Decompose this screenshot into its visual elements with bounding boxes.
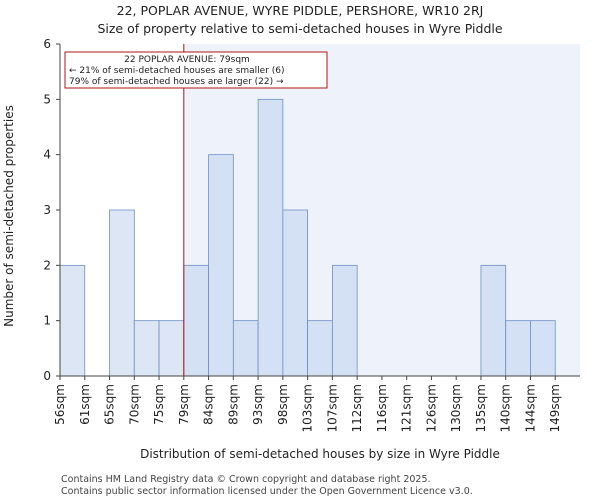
annotation-line-3: 79% of semi-detached houses are larger (… [69,77,284,87]
bar-107sqm [331,264,358,377]
x-tick-label-70sqm: 70sqm [127,384,141,425]
bar-56sqm [59,264,86,377]
x-tick-label-93sqm: 93sqm [251,384,265,425]
x-tick-label-135sqm: 135sqm [474,384,488,432]
chart-title: 22, POPLAR AVENUE, WYRE PIDDLE, PERSHORE… [117,3,484,18]
x-tick-label-140sqm: 140sqm [499,384,513,432]
x-tick-label-130sqm: 130sqm [449,384,463,432]
x-tick-label-126sqm: 126sqm [424,384,438,432]
x-tick-label-144sqm: 144sqm [523,384,537,432]
bar-75sqm [158,320,185,377]
bar-65sqm [109,209,135,377]
x-tick-label-116sqm: 116sqm [375,384,389,432]
y-tick-label: 6 [43,37,51,51]
footer-line-1: Contains HM Land Registry data © Crown c… [61,474,431,485]
chart-subtitle: Size of property relative to semi-detach… [97,21,502,36]
bar-103sqm [307,320,333,377]
footer-line-2: Contains public sector information licen… [61,486,473,497]
y-tick-label: 1 [43,314,51,328]
y-tick-label: 5 [43,92,51,106]
y-tick-label: 2 [43,258,51,272]
y-tick-label: 3 [43,203,51,217]
x-tick-label-121sqm: 121sqm [400,384,414,432]
bar-84sqm [208,154,234,377]
x-tick-label-75sqm: 75sqm [152,384,166,425]
bar-144sqm [530,320,556,377]
bar-98sqm [282,209,309,377]
x-tick-label-56sqm: 56sqm [53,384,67,425]
bar-135sqm [480,264,507,377]
y-axis-label: Number of semi-detached properties [2,105,16,327]
x-tick-label-149sqm: 149sqm [548,384,562,432]
x-tick-label-79sqm: 79sqm [177,384,191,425]
bar-79sqm [183,264,209,377]
annotation-line-2: ← 21% of semi-detached houses are smalle… [69,66,285,76]
x-tick-label-65sqm: 65sqm [103,384,117,425]
x-tick-label-98sqm: 98sqm [276,384,290,425]
x-tick-label-89sqm: 89sqm [226,384,240,425]
bars-group [59,98,556,377]
x-tick-label-103sqm: 103sqm [301,384,315,432]
y-ticks: 0 1 2 3 4 5 6 [43,37,60,383]
x-ticks: 56sqm 61sqm 65sqm 70sqm 75sqm 79sqm 84sqm 89sqm… [53,376,562,432]
annotation-line-1: 22 POPLAR AVENUE: 79sqm [124,55,250,65]
y-tick-label: 4 [43,148,51,162]
x-tick-label-61sqm: 61sqm [78,384,92,425]
x-axis-label: Distribution of semi-detached houses by … [140,447,500,461]
x-tick-label-84sqm: 84sqm [202,384,216,425]
bar-89sqm [232,320,259,377]
bar-140sqm [505,320,531,377]
x-tick-label-107sqm: 107sqm [325,384,339,432]
x-tick-label-112sqm: 112sqm [350,384,364,432]
y-tick-label: 0 [43,369,51,383]
annotation-frame [64,51,328,89]
bar-93sqm [257,98,284,377]
annotation-box: 22 POPLAR AVENUE: 79sqm ← 21% of semi-de… [64,51,328,89]
bar-70sqm [133,320,160,377]
